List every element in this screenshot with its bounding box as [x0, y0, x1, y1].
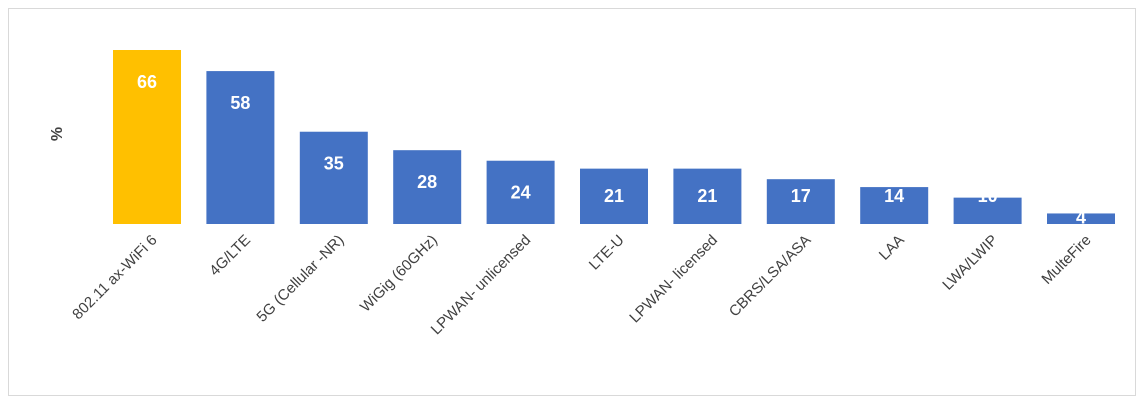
data-label: 58	[230, 93, 250, 113]
data-label: 28	[417, 172, 437, 192]
data-label: 17	[791, 186, 811, 206]
data-label: 4	[1076, 207, 1086, 227]
data-label: 24	[511, 182, 531, 202]
bar	[206, 71, 275, 224]
data-label: 10	[978, 186, 998, 206]
bar	[486, 160, 555, 224]
data-label: 21	[697, 186, 717, 206]
chart-frame	[8, 8, 1136, 396]
data-label: 14	[884, 186, 904, 206]
data-label: 66	[137, 72, 157, 92]
bar	[1047, 213, 1115, 224]
bar	[860, 187, 929, 224]
bar	[953, 197, 1022, 224]
y-axis-label: %	[49, 127, 66, 141]
bar	[299, 131, 368, 224]
bar	[393, 150, 462, 224]
data-label: 21	[604, 186, 624, 206]
bar	[766, 179, 835, 224]
bar	[113, 50, 181, 224]
data-label: 35	[324, 153, 344, 173]
bar	[673, 168, 742, 224]
bar	[580, 168, 648, 224]
